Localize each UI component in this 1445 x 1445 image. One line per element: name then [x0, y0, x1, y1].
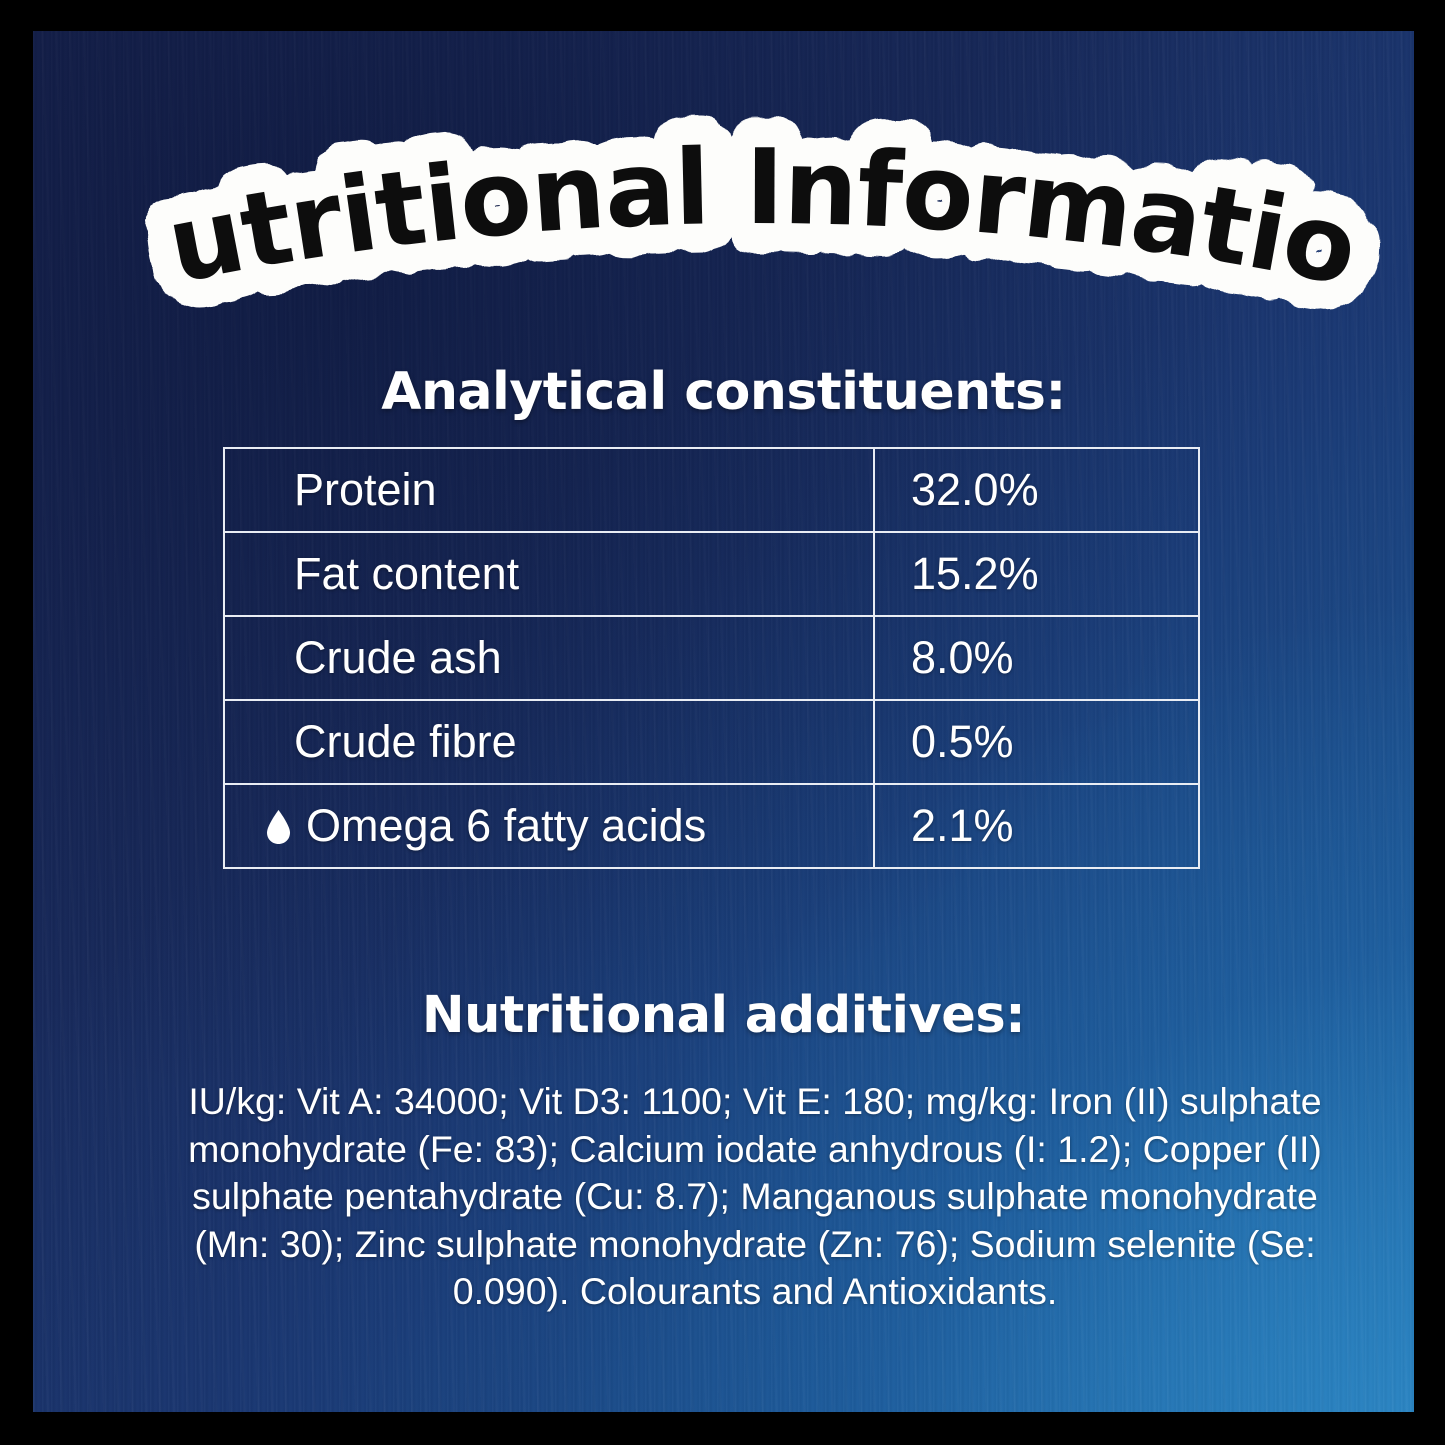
table-cell-label: Crude ash [223, 615, 875, 701]
panel-content: Nutritional Information Nutritional Info… [33, 31, 1414, 1412]
table-cell-value: 0.5% [873, 699, 1200, 785]
analytical-constituents-table: Protein 32.0% Fat content 15.2% [223, 447, 1200, 869]
table-cell-label: Protein [223, 447, 875, 533]
nutritional-additives-text: IU/kg: Vit A: 34000; Vit D3: 1100; Vit E… [188, 1080, 1322, 1312]
nutrition-panel: Nutritional Information Nutritional Info… [33, 31, 1414, 1412]
nutrient-label: Crude ash [294, 632, 502, 683]
nutritional-additives-heading: Nutritional additives: [421, 986, 1026, 1045]
table-row: Omega 6 fatty acids 2.1% [223, 783, 1200, 869]
nutrient-label: Omega 6 fatty acids [306, 800, 707, 851]
nutrient-label: Crude fibre [294, 716, 517, 767]
table-cell-value: 15.2% [873, 531, 1200, 617]
table-row: Protein 32.0% [223, 447, 1200, 533]
water-drop-icon [265, 809, 292, 845]
table-cell-value: 2.1% [873, 783, 1200, 869]
nutrient-label: Protein [294, 464, 437, 515]
table-cell-label: Crude fibre [223, 699, 875, 785]
table-cell-label: Fat content [223, 531, 875, 617]
table-cell-value: 8.0% [873, 615, 1200, 701]
table-cell-value: 32.0% [873, 447, 1200, 533]
analytical-constituents-heading: Analytical constituents: [381, 362, 1066, 422]
table-cell-label: Omega 6 fatty acids [223, 783, 875, 869]
title-sticker: Nutritional Information Nutritional Info… [76, 31, 1396, 339]
table-row: Fat content 15.2% [223, 531, 1200, 617]
page-title: Nutritional Information [105, 37, 1366, 310]
title-sticker-art: Nutritional Information Nutritional Info… [76, 31, 1396, 339]
table-row: Crude ash 8.0% [223, 615, 1200, 701]
nutrient-label: Fat content [294, 548, 520, 599]
table-row: Crude fibre 0.5% [223, 699, 1200, 785]
